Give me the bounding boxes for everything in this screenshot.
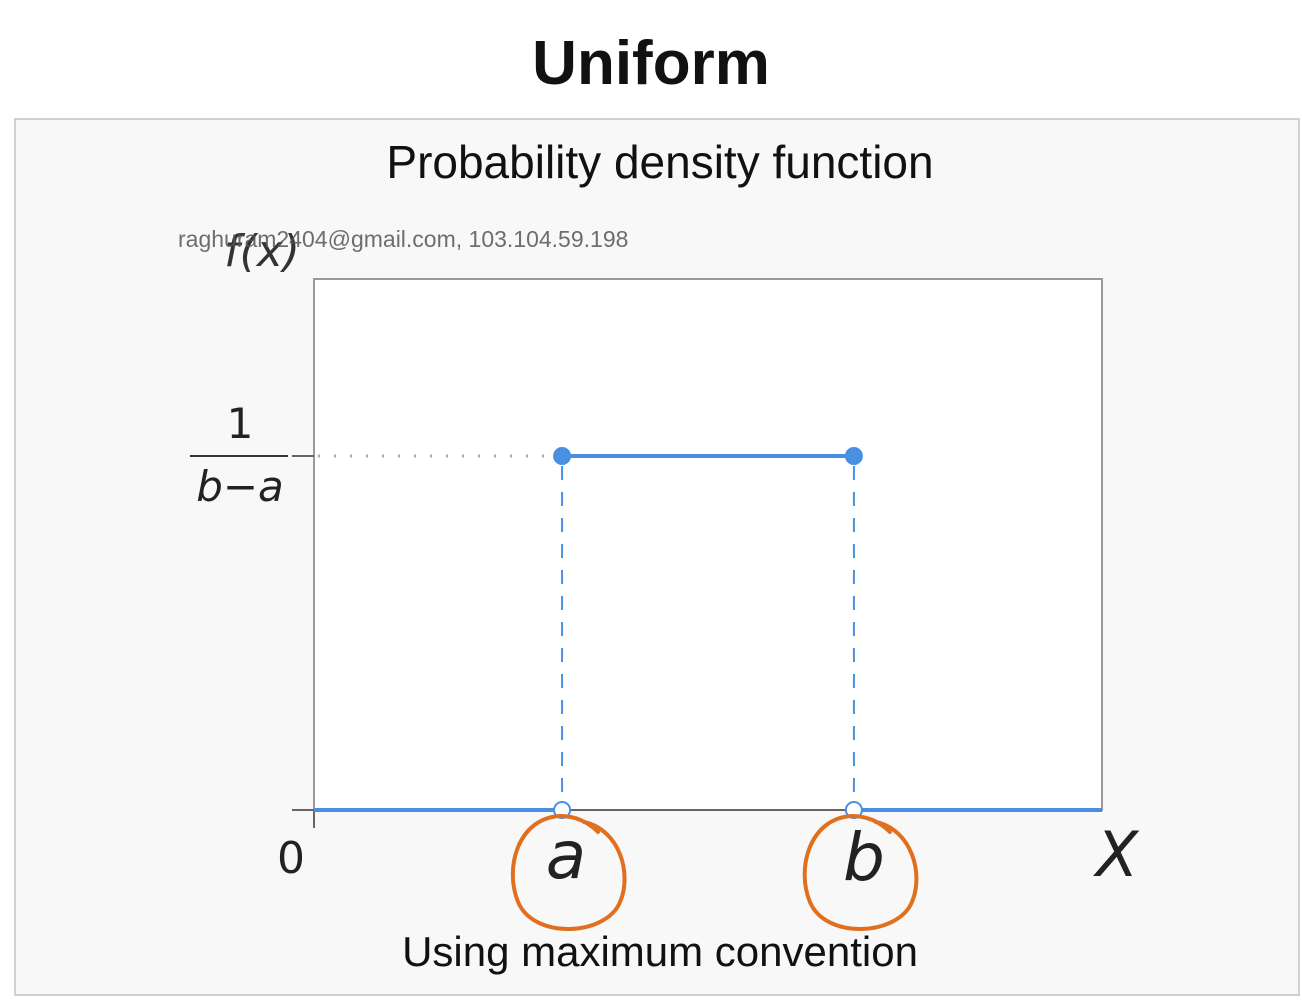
watermark: raghuram2404@gmail.com, 103.104.59.198 (178, 226, 628, 252)
plot-area (313, 278, 1103, 811)
annotation-circle-b (802, 813, 919, 931)
closed-point-1 (844, 447, 863, 465)
y-axis-label: f(x) (224, 226, 300, 277)
y-tick-numerator: 1 (227, 399, 254, 448)
chart-title: Probability density function (386, 136, 933, 188)
x-tick-b: b (843, 819, 885, 896)
x-tick-a: a (546, 817, 586, 894)
chart-subtitle: Using maximum convention (402, 928, 918, 975)
x-axis-label: X (1093, 818, 1140, 891)
closed-point-0 (553, 447, 572, 465)
x-tick-0: 0 (277, 833, 305, 884)
y-tick-denominator: b−a (196, 462, 284, 511)
annotation-circle-a (510, 813, 627, 931)
page-title: Uniform (532, 29, 770, 98)
